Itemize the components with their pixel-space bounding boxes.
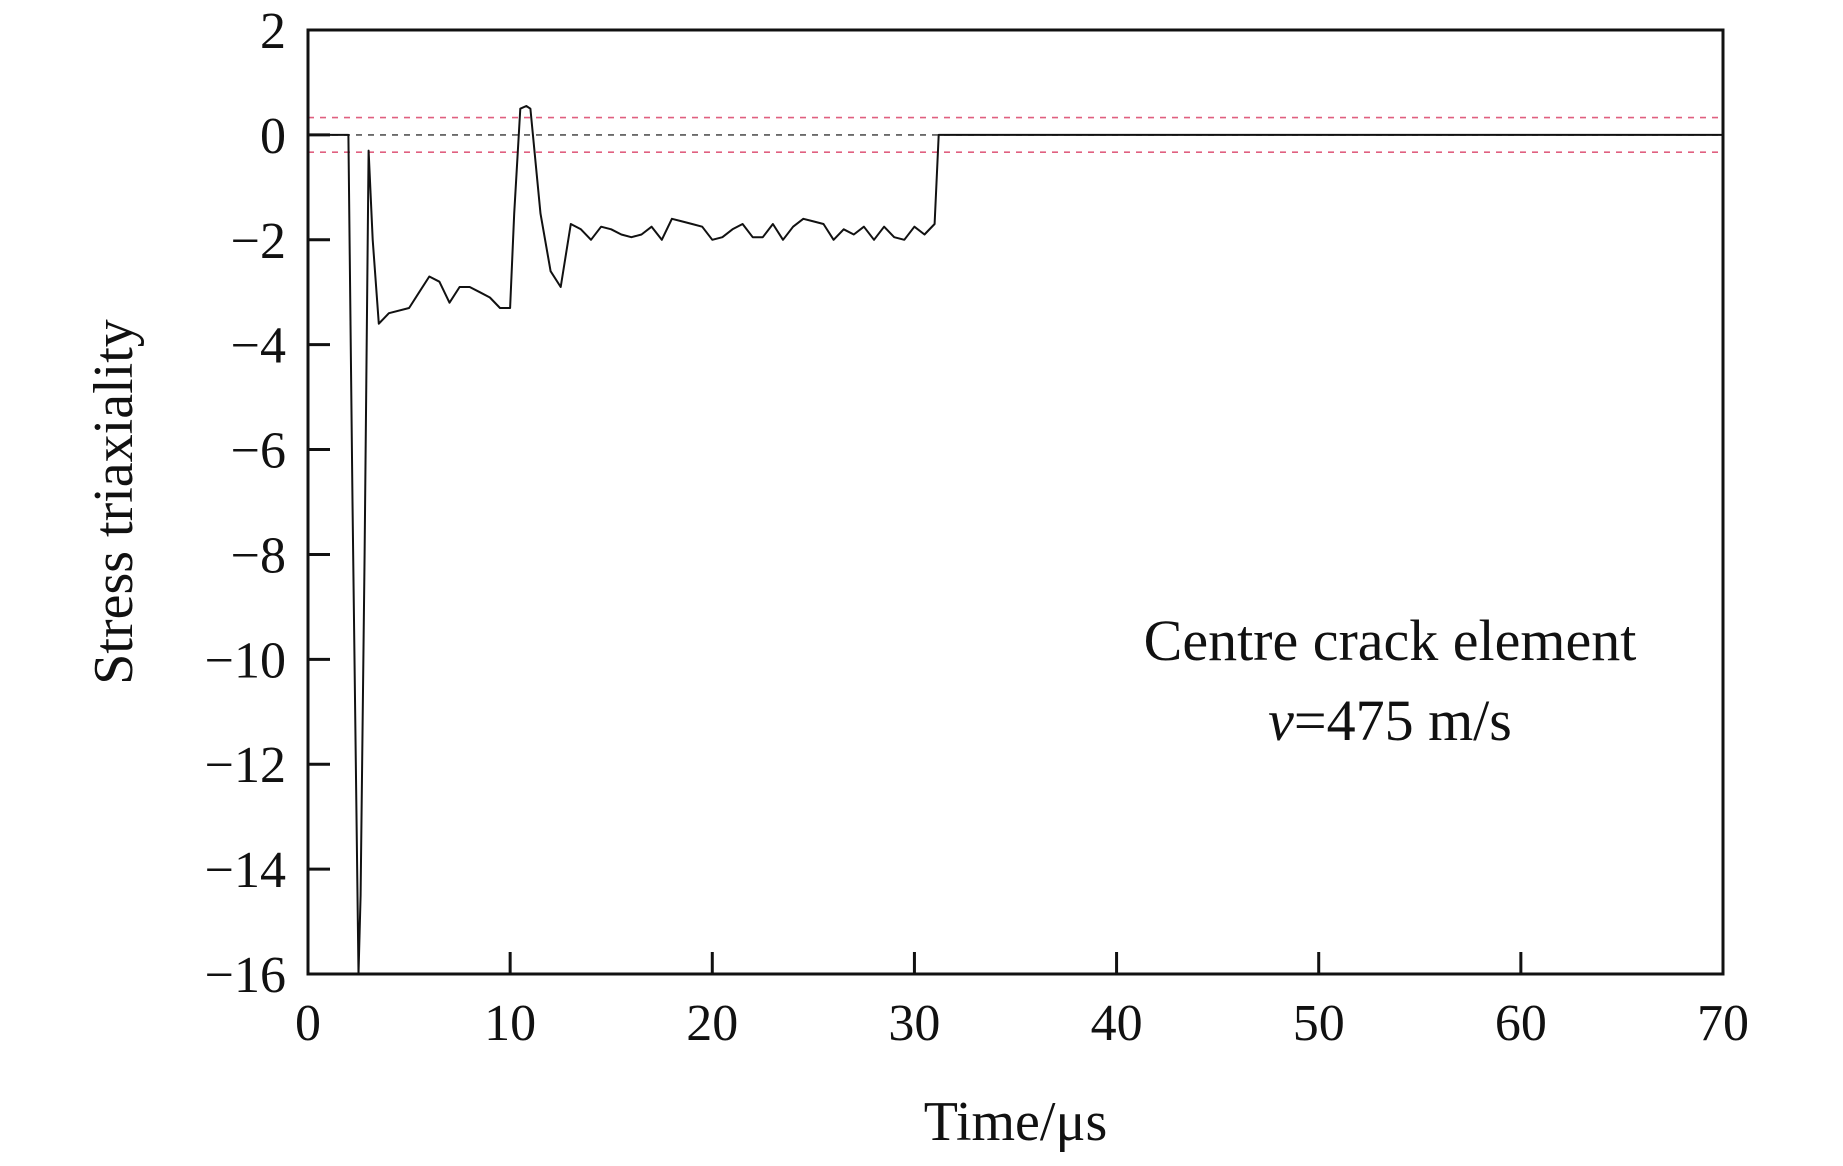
y-tick-label: −16 [205,947,286,1004]
series-line-0 [308,105,1723,975]
series-layer [308,105,1723,975]
y-tick-label: −10 [205,632,286,689]
y-axis-title: Stress triaxiality [83,319,145,685]
annotation-title: Centre crack element [1144,608,1637,673]
x-tick-label: 50 [1293,995,1345,1052]
x-tick-label: 20 [686,995,738,1052]
annotation-velocity-symbol: v [1268,688,1294,753]
y-tick-label: −8 [231,527,286,584]
y-tick-label: −2 [231,213,286,270]
y-tick-label: 2 [260,3,286,60]
x-tick-label: 0 [295,995,321,1052]
x-tick-label: 10 [484,995,536,1052]
y-axis-ticks: 2 0 −2 −4 −6 −8 −10 −12 −14 −16 [205,3,330,1004]
x-tick-label: 30 [888,995,940,1052]
y-tick-label: −14 [205,842,286,899]
annotation-velocity-value: =475 m/s [1294,688,1512,753]
x-axis-title: Time/μs [924,1091,1108,1153]
y-tick-label: −6 [231,423,286,480]
y-tick-label: −12 [205,737,286,794]
x-tick-label: 40 [1091,995,1143,1052]
x-tick-label: 70 [1697,995,1749,1052]
x-axis-ticks: 0 10 20 30 40 50 60 70 [295,952,1749,1052]
y-tick-label: 0 [260,108,286,165]
plot-frame [306,28,1725,976]
y-tick-label: −4 [231,318,286,375]
annotation-velocity: v=475 m/s [1268,688,1512,753]
x-tick-label: 60 [1495,995,1547,1052]
